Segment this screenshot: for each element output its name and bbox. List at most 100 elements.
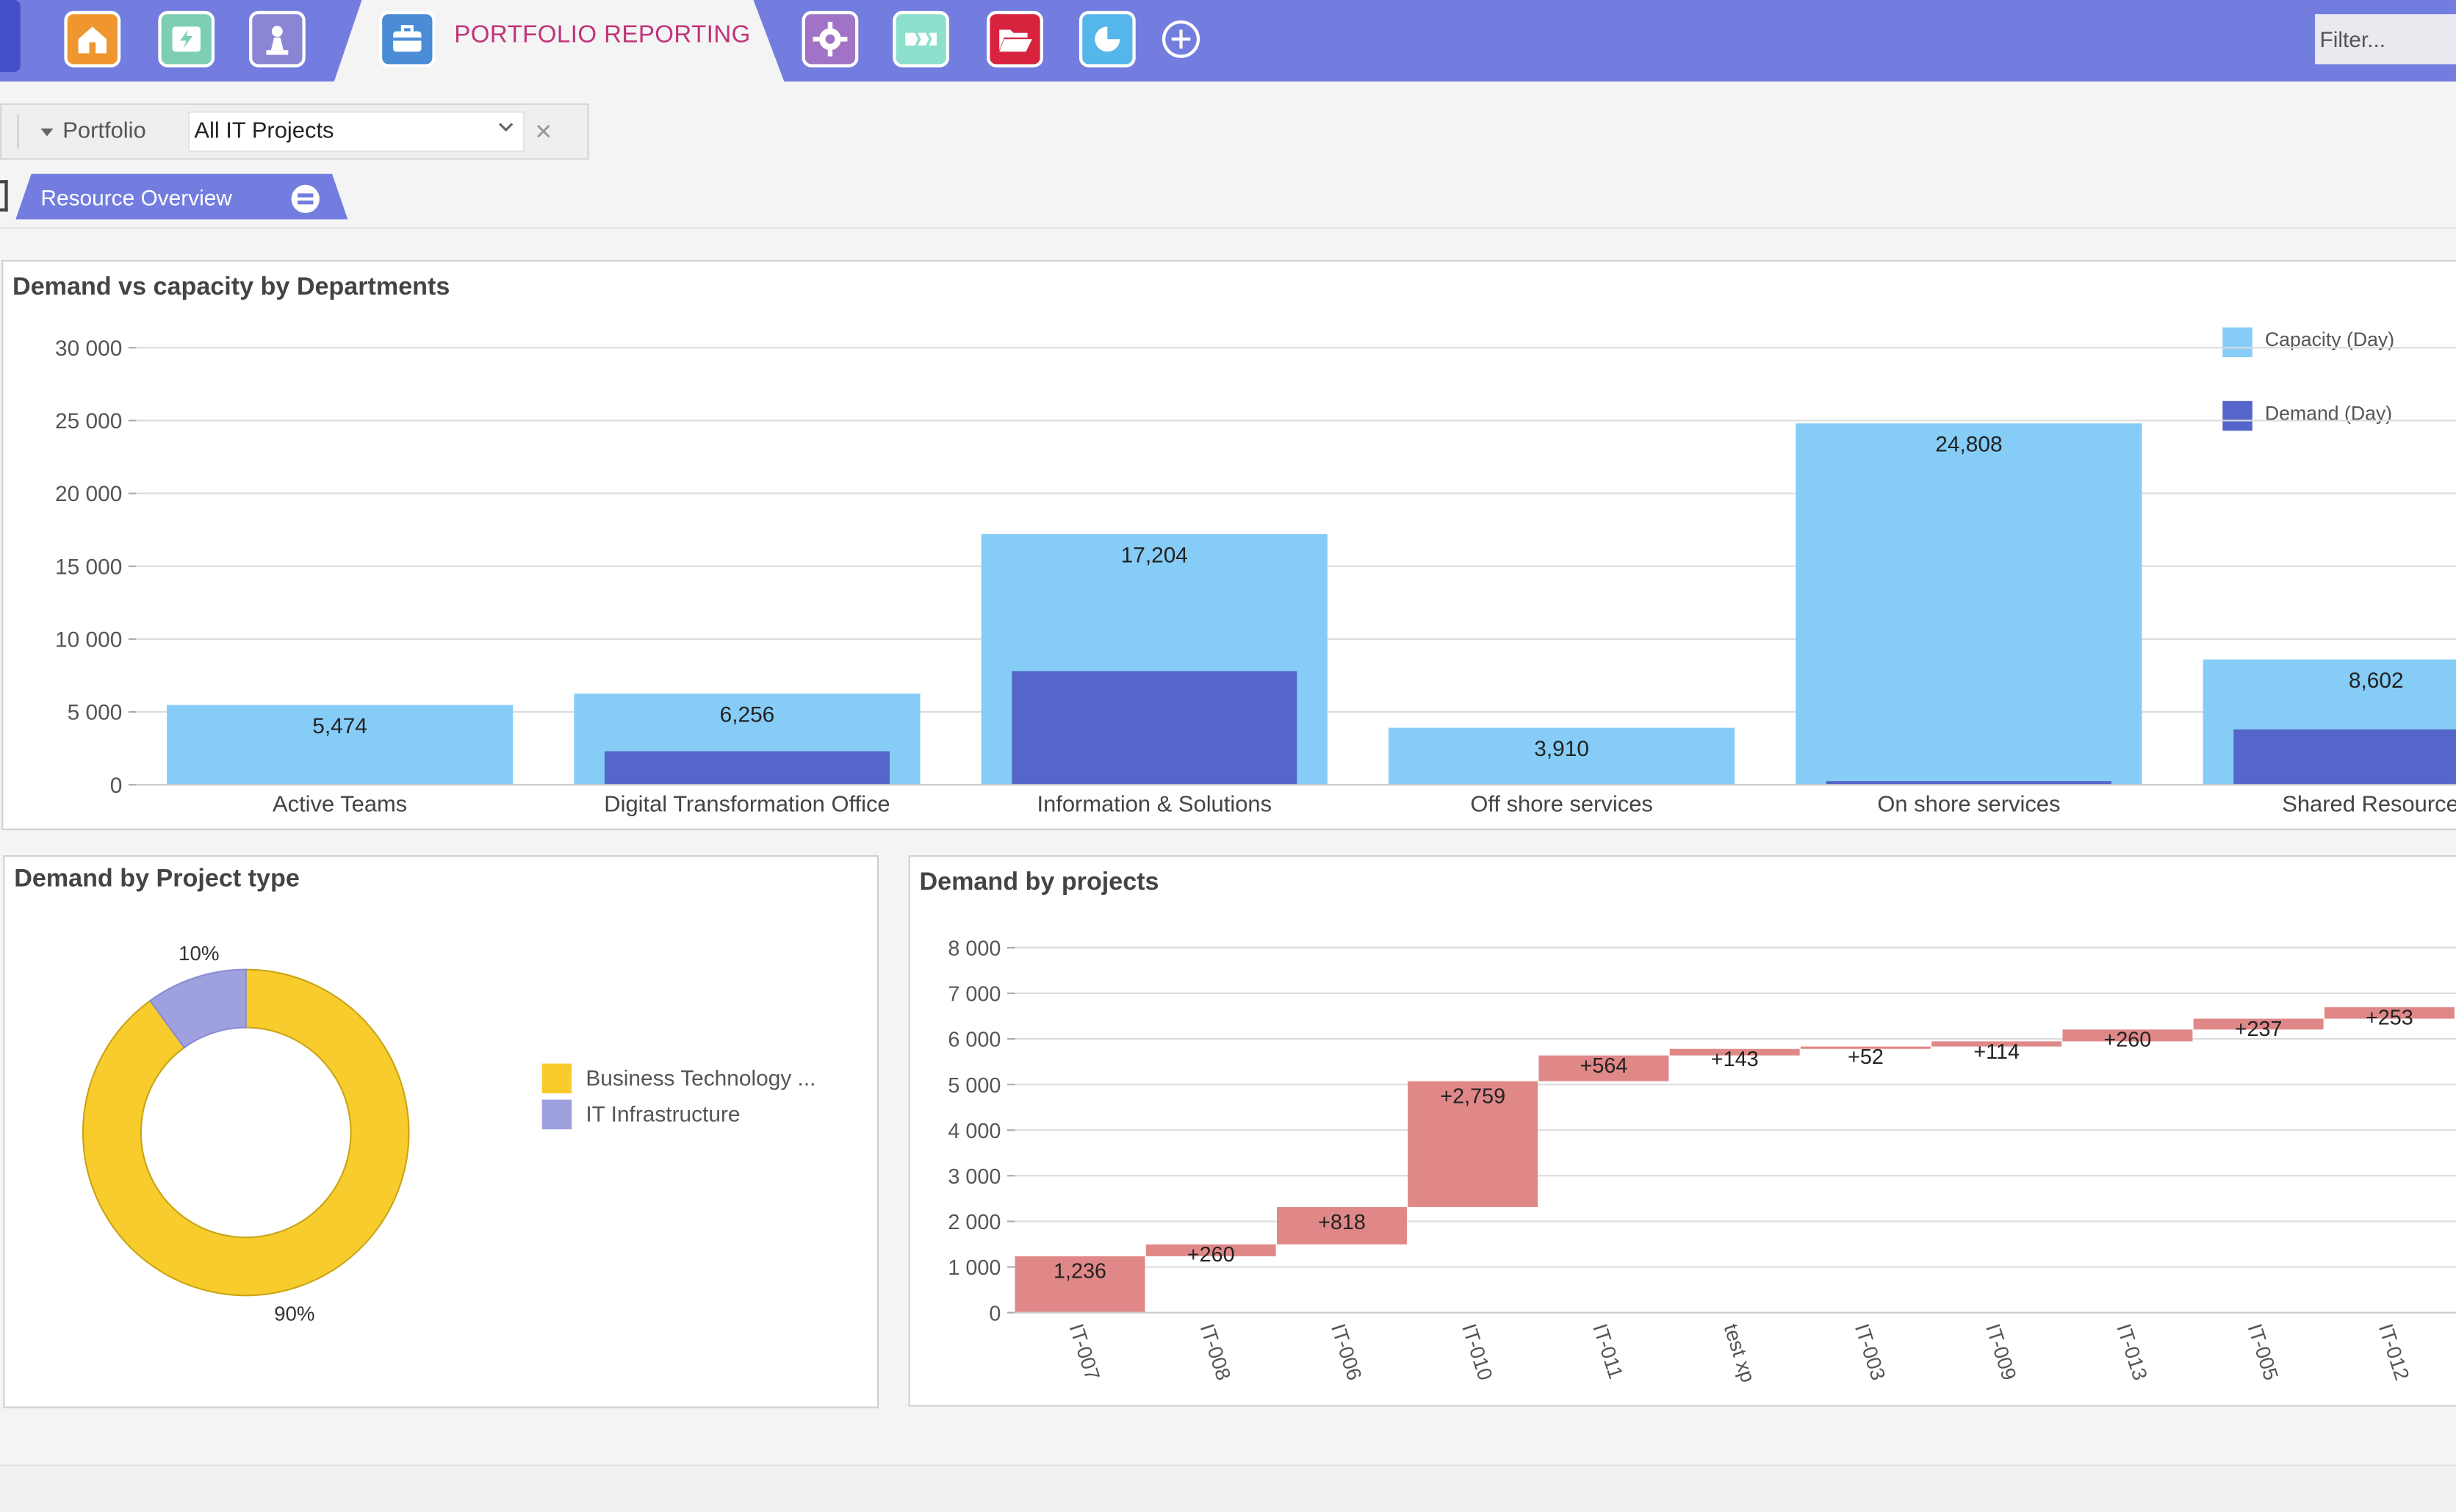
data-label: +253: [2366, 1006, 2413, 1029]
x-tick-label: test xp: [1720, 1321, 1760, 1385]
x-tick-label: IT-007: [1065, 1321, 1104, 1383]
data-label: 3,910: [1534, 737, 1589, 761]
project-type-panel: Demand by Project type 90% 10% Business T…: [3, 855, 879, 1408]
y-tick-label: 25 000: [55, 409, 122, 433]
x-tick-label: Digital Transformation Office: [604, 791, 890, 816]
x-tick-label: On shore services: [1877, 791, 2060, 816]
capacity-bar: [1796, 423, 2142, 785]
capacity-bar: [1389, 727, 1735, 785]
x-tick-label: IT-013: [2112, 1321, 2152, 1383]
energy-folder-icon[interactable]: [158, 10, 215, 68]
x-tick-label: IT-003: [1851, 1321, 1890, 1383]
data-label: +260: [2103, 1029, 2151, 1052]
page-title: PORTFOLIO REPORTING: [454, 21, 751, 49]
data-label: +143: [1711, 1048, 1759, 1071]
pie-chart-icon[interactable]: [1078, 10, 1136, 68]
chess-pawn-icon[interactable]: [248, 10, 306, 68]
chart-title: Demand vs capacity by Departments: [12, 274, 450, 301]
data-label: +260: [1187, 1243, 1235, 1267]
y-tick-label: 30 000: [55, 336, 122, 361]
waterfall-bar: [2324, 1007, 2455, 1019]
portfolio-select-value: All IT Projects: [194, 119, 334, 145]
y-tick-label: 20 000: [55, 482, 122, 506]
slice-label: 90%: [274, 1302, 314, 1325]
legend-label-business: Business Technology ...: [586, 1065, 816, 1090]
waterfall-bar: [2062, 1029, 2193, 1042]
chevron-down-icon[interactable]: [498, 119, 514, 134]
tab-resource-overview-label: Resource Overview: [40, 184, 232, 210]
y-tick-label: 6 000: [948, 1029, 1001, 1052]
y-tick-label: 5 000: [948, 1074, 1001, 1098]
waterfall-bar: [2193, 1018, 2324, 1030]
y-tick-label: 0: [110, 774, 123, 798]
legend-swatch-demand: [2222, 400, 2252, 431]
project-type-donut: 90% 10%: [82, 942, 410, 1325]
waterfall-bar: [1408, 1081, 1538, 1207]
legend-swatch-capacity: [2222, 327, 2252, 358]
caret-down-icon[interactable]: [40, 128, 54, 137]
tab-resource-overview[interactable]: [0, 173, 360, 221]
add-circle-icon[interactable]: [1161, 19, 1201, 60]
data-label: +564: [1580, 1054, 1628, 1078]
top-navigation-bar: PORTFOLIO REPORTING Filter...: [0, 0, 2456, 83]
slice-label: 10%: [179, 942, 219, 965]
portfolio-filter-bar: Portfolio All IT Projects ✕: [0, 103, 589, 160]
data-label: 24,808: [1935, 433, 2002, 457]
projects-panel: Demand by projects 0 1 000 2 000 3 000 4 000…: [908, 855, 2456, 1407]
x-tick-label: IT-009: [1981, 1321, 2021, 1383]
x-tick-label: Shared Resources: [2282, 791, 2456, 816]
data-label: +2,759: [1440, 1084, 1505, 1108]
legend-label-infrastructure: IT Infrastructure: [586, 1101, 741, 1126]
data-label: +114: [1973, 1040, 2020, 1064]
x-tick-label: Active Teams: [273, 791, 407, 816]
timeline-icon[interactable]: [893, 10, 949, 68]
chart-title: Demand by Project type: [14, 865, 300, 893]
chart-title: Demand by projects: [919, 869, 1159, 896]
filter-input[interactable]: Filter...: [2315, 14, 2456, 65]
view-menu-icon[interactable]: [289, 183, 321, 215]
projects-waterfall-chart: 0 1 000 2 000 3 000 4 000 5 000 6 000 7 000 8 00…: [948, 937, 2456, 1385]
capacity-bar: [167, 705, 514, 785]
briefcase-icon[interactable]: [378, 10, 436, 68]
y-tick-label: 5 000: [68, 701, 123, 725]
x-tick-label: IT-010: [1458, 1321, 1497, 1383]
home-icon[interactable]: [64, 10, 121, 68]
y-tick-label: 7 000: [948, 983, 1001, 1007]
donut-slice: [148, 968, 247, 1049]
waterfall-bar: [1800, 1046, 1931, 1049]
demand-bar: [1012, 671, 1297, 785]
waterfall-bar: [1538, 1055, 1669, 1081]
x-tick-label: IT-008: [1196, 1321, 1236, 1383]
waterfall-bar: [1145, 1244, 1276, 1256]
data-label: +52: [1848, 1045, 1884, 1069]
tab-portfolio-reporting[interactable]: [334, 0, 785, 83]
waterfall-bar: [1669, 1048, 1800, 1056]
data-label: +237: [2235, 1018, 2283, 1041]
gear-icon[interactable]: [802, 10, 859, 68]
donut-slice: [82, 968, 410, 1297]
data-label: 17,204: [1121, 543, 1188, 567]
data-label: +818: [1318, 1211, 1366, 1234]
y-tick-label: 15 000: [55, 555, 122, 579]
footer-strip: [0, 1464, 2456, 1512]
y-tick-label: 3 000: [948, 1165, 1001, 1189]
y-tick-label: 8 000: [948, 937, 1001, 961]
demand-bar: [1826, 781, 2111, 785]
legend-swatch-infrastructure: [541, 1099, 572, 1130]
portfolio-select[interactable]: All IT Projects: [187, 111, 525, 152]
folder-open-icon[interactable]: [987, 10, 1043, 68]
x-tick-label: Off shore services: [1470, 791, 1653, 816]
legend-swatch-business: [541, 1063, 572, 1094]
y-tick-label: 2 000: [948, 1211, 1001, 1234]
y-tick-label: 10 000: [55, 628, 122, 652]
x-tick-label: IT-012: [2374, 1321, 2414, 1383]
x-tick-label: Information & Solutions: [1037, 791, 1272, 816]
waterfall-bar: [1277, 1206, 1407, 1245]
y-tick-label: 4 000: [948, 1120, 1001, 1143]
menu-toggle[interactable]: [0, 0, 21, 73]
panel-toggle-icon[interactable]: [0, 180, 8, 212]
clear-filter-button[interactable]: ✕: [534, 119, 553, 145]
data-label: 5,474: [312, 714, 367, 738]
x-tick-label: IT-011: [1588, 1321, 1627, 1381]
demand-bar: [2233, 729, 2456, 785]
